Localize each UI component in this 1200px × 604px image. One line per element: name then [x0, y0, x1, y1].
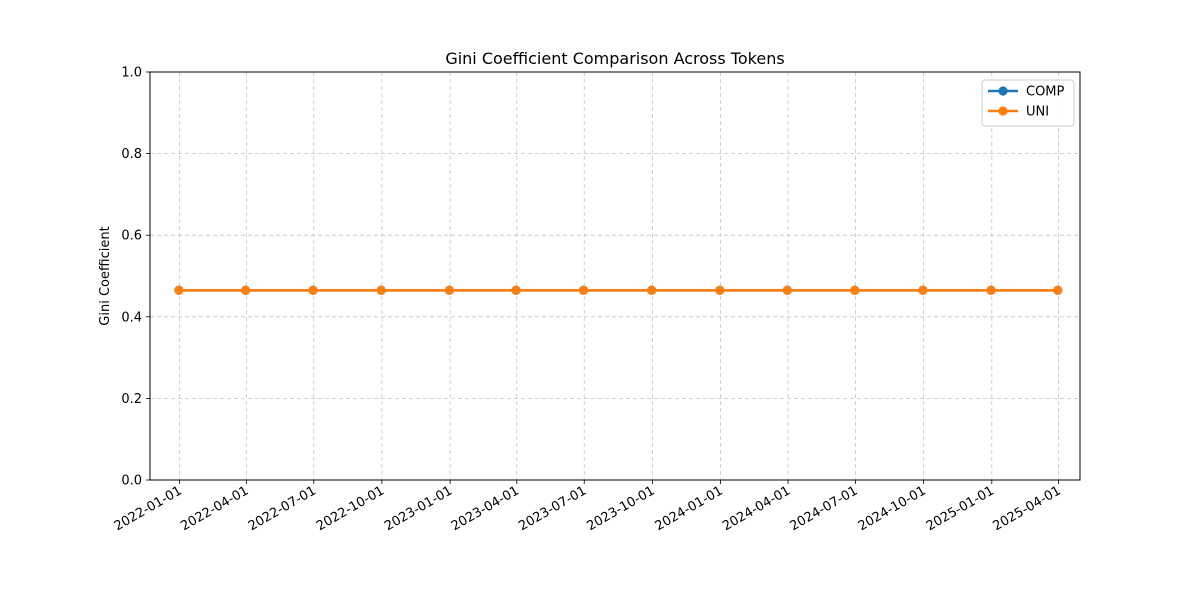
y-tick-label: 1.0: [121, 66, 142, 81]
data-point-uni: [174, 285, 184, 295]
y-tick-label: 0.2: [121, 392, 142, 407]
data-point-uni: [986, 285, 996, 295]
series-layer: [174, 285, 1063, 295]
data-point-uni: [715, 285, 725, 295]
grid: [150, 71, 1080, 481]
chart-title: Gini Coefficient Comparison Across Token…: [445, 49, 784, 68]
data-point-uni: [850, 285, 860, 295]
data-point-uni: [240, 285, 251, 295]
legend-label-uni: UNI: [1026, 105, 1049, 120]
legend-marker-comp: [998, 86, 1008, 96]
plot-frame: [149, 71, 1081, 481]
data-point-uni: [511, 285, 521, 295]
data-point-uni: [308, 285, 318, 295]
data-point-uni: [578, 285, 589, 295]
legend: COMP UNI: [981, 79, 1075, 127]
legend-label-comp: COMP: [1026, 85, 1065, 100]
data-point-uni: [376, 285, 386, 295]
y-tick-label: 0.4: [121, 310, 142, 325]
y-tick-label: 0.0: [121, 474, 142, 489]
data-point-uni: [444, 285, 454, 295]
legend-marker-uni: [998, 106, 1008, 116]
data-point-uni: [782, 285, 792, 295]
data-point-uni: [647, 285, 657, 295]
data-point-uni: [918, 285, 928, 295]
y-axis-label: Gini Coefficient: [98, 226, 113, 325]
data-point-uni: [1053, 285, 1063, 295]
y-tick-label: 0.8: [121, 147, 142, 162]
y-tick-label: 0.6: [121, 229, 142, 244]
